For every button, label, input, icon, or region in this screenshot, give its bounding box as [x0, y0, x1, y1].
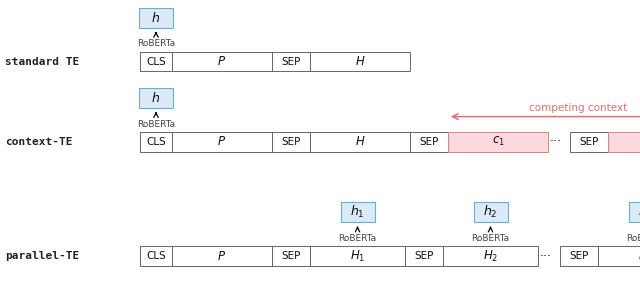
Bar: [140, 247, 172, 266]
Text: CLS: CLS: [146, 137, 166, 147]
Bar: [448, 132, 548, 152]
Bar: [310, 52, 410, 72]
Text: SEP: SEP: [414, 251, 434, 261]
Bar: [410, 132, 448, 152]
Text: $H_2$: $H_2$: [483, 249, 498, 264]
Text: ···: ···: [550, 135, 562, 148]
Bar: [139, 88, 173, 108]
Text: CLS: CLS: [146, 57, 166, 67]
Text: SEP: SEP: [282, 137, 301, 147]
Text: SEP: SEP: [579, 137, 598, 147]
Bar: [172, 132, 272, 152]
Text: $P$: $P$: [218, 55, 227, 68]
Text: SEP: SEP: [282, 251, 301, 261]
Bar: [443, 247, 538, 266]
Text: RoBERTa: RoBERTa: [137, 120, 175, 129]
Text: $h_k$: $h_k$: [638, 204, 640, 220]
Text: standard TE: standard TE: [5, 57, 79, 67]
Text: RoBERTa: RoBERTa: [339, 234, 376, 243]
Bar: [340, 202, 374, 222]
Bar: [172, 247, 272, 266]
Text: $H$: $H$: [355, 55, 365, 68]
Text: $H$: $H$: [355, 135, 365, 148]
Text: competing context: competing context: [529, 103, 627, 113]
Text: context-TE: context-TE: [5, 137, 72, 147]
Text: SEP: SEP: [282, 57, 301, 67]
Text: CLS: CLS: [146, 251, 166, 261]
Bar: [272, 247, 310, 266]
Text: SEP: SEP: [570, 251, 589, 261]
Text: $H_1$: $H_1$: [350, 249, 365, 264]
Bar: [598, 247, 640, 266]
Text: $h_2$: $h_2$: [483, 204, 498, 220]
Bar: [140, 132, 172, 152]
Bar: [474, 202, 508, 222]
Bar: [140, 52, 172, 72]
Bar: [310, 247, 405, 266]
Text: RoBERTa: RoBERTa: [137, 39, 175, 48]
Text: $h$: $h$: [152, 91, 161, 105]
Text: RoBERTa: RoBERTa: [472, 234, 509, 243]
Text: SEP: SEP: [419, 137, 438, 147]
Text: $P$: $P$: [218, 250, 227, 263]
Text: ···: ···: [540, 250, 552, 263]
Text: RoBERTa: RoBERTa: [627, 234, 640, 243]
Text: $P$: $P$: [218, 135, 227, 148]
Text: $c_1$: $c_1$: [492, 135, 504, 148]
Bar: [272, 52, 310, 72]
Text: parallel-TE: parallel-TE: [5, 251, 79, 261]
Bar: [405, 247, 443, 266]
Bar: [139, 8, 173, 27]
Text: $H_k$: $H_k$: [637, 249, 640, 264]
Bar: [272, 132, 310, 152]
Text: $h$: $h$: [152, 11, 161, 25]
Bar: [628, 202, 640, 222]
Bar: [570, 132, 608, 152]
Text: $h_1$: $h_1$: [350, 204, 365, 220]
Bar: [608, 132, 640, 152]
Bar: [172, 52, 272, 72]
Bar: [560, 247, 598, 266]
Bar: [310, 132, 410, 152]
